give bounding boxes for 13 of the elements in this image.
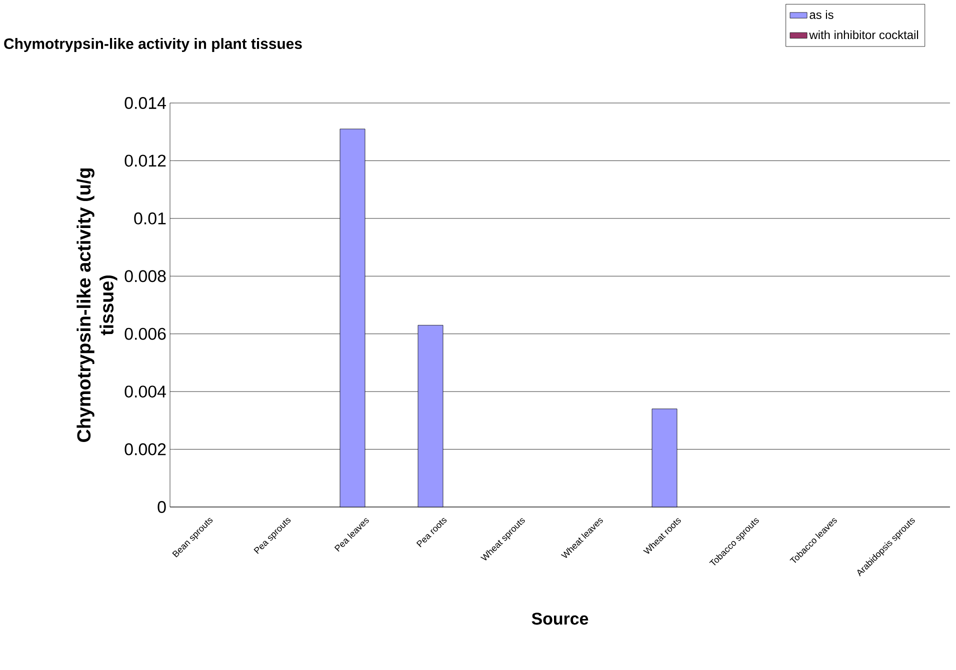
y-tick-label: 0.004: [124, 386, 166, 398]
y-tick-label: 0.01: [134, 212, 166, 224]
y-tick-label: 0.008: [124, 270, 166, 282]
legend-label: with inhibitor cocktail: [809, 30, 918, 40]
chart-title: Chymotrypsin-like activity in plant tissues: [4, 38, 302, 52]
y-tick-label: 0.006: [124, 328, 166, 340]
legend-label: as is: [810, 10, 834, 19]
y-axis-title: Chymotrypsin-like activity (u/g tissue): [76, 168, 118, 442]
x-axis-title: Source: [532, 612, 588, 625]
y-tick-label: 0.012: [124, 154, 166, 167]
y-tick-label: 0.002: [124, 443, 166, 456]
y-tick-label: 0: [158, 501, 166, 513]
y-tick-label: 0.014: [124, 96, 166, 109]
